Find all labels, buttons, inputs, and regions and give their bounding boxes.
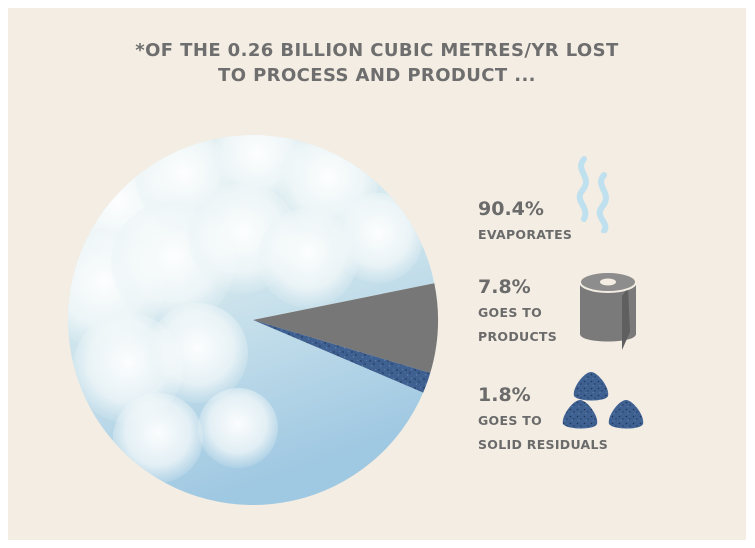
chart-title-line-2: TO PROCESS AND PRODUCT ... (218, 65, 536, 86)
pie-chart (67, 135, 438, 506)
paper-roll-icon (579, 271, 637, 350)
steam-icon (576, 156, 609, 233)
evaporates-label: EVAPORATES (478, 227, 573, 242)
pie-slice-products (253, 283, 438, 373)
residuals-label-line-2: SOLID RESIDUALS (478, 437, 609, 452)
infographic-panel: *OF THE 0.26 BILLION CUBIC METRES/YR LOS… (8, 8, 746, 540)
pie-slice-solid-residuals (253, 320, 431, 393)
chart-title-line-1: *OF THE 0.26 BILLION CUBIC METRES/YR LOS… (135, 40, 619, 61)
residuals-label-line-1: GOES TO (478, 413, 543, 428)
products-label-line-1: GOES TO (478, 305, 543, 320)
products-label-line-2: PRODUCTS (478, 329, 558, 344)
residuals-percent: 1.8% (478, 384, 531, 406)
evaporates-percent: 90.4% (478, 198, 544, 220)
pie-slices (67, 135, 438, 506)
chart-title: *OF THE 0.26 BILLION CUBIC METRES/YR LOS… (8, 38, 746, 88)
products-percent: 7.8% (478, 276, 531, 298)
residual-pellets-icon (562, 372, 644, 429)
